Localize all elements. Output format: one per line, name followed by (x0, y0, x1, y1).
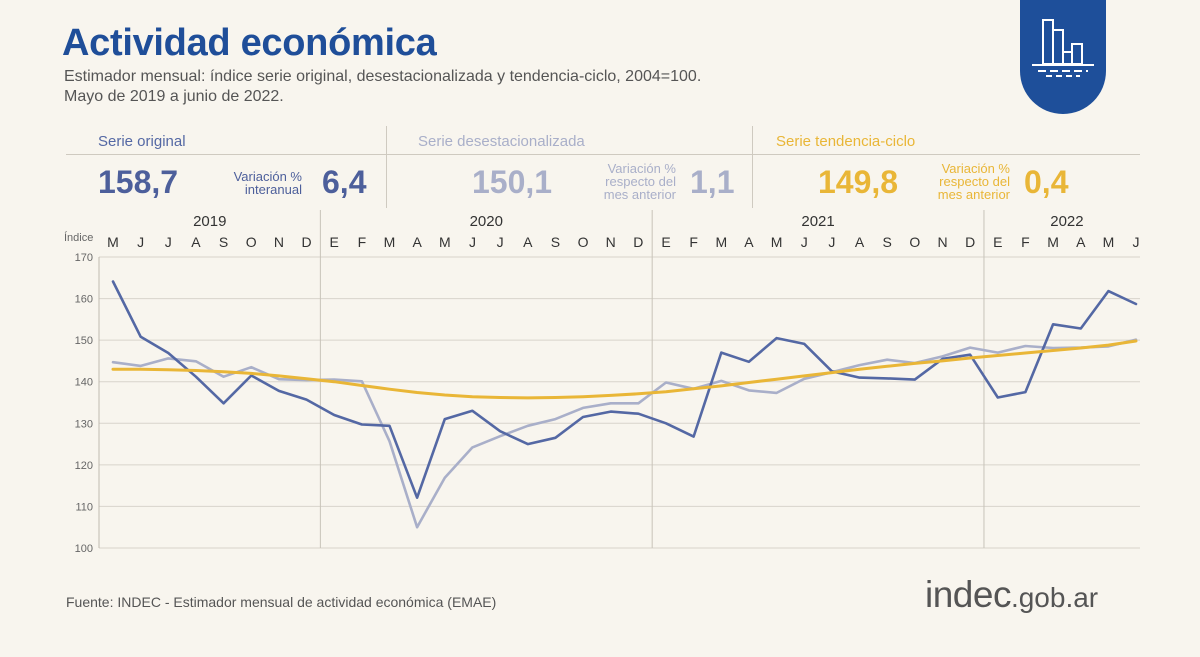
year-label: 2019 (193, 213, 226, 230)
bar-chart-icon (1032, 19, 1094, 77)
x-tick-label: M (771, 234, 783, 250)
x-tick-label: E (993, 234, 1002, 250)
tendencia-var-label: Variación % respecto del mes anterior (937, 161, 1010, 202)
x-tick-label: E (330, 234, 339, 250)
series-line-tendencia (111, 339, 1138, 400)
desest-var-label: Variación % respecto del mes anterior (603, 161, 676, 202)
original-var-label: Variación % interanual (233, 169, 302, 197)
x-tick-label: J (469, 234, 476, 250)
x-tick-label: M (715, 234, 727, 250)
y-tick-label: 100 (75, 543, 93, 555)
x-tick-label: J (801, 234, 808, 250)
x-tick-label: N (937, 234, 947, 250)
summary-divider (66, 154, 1140, 155)
year-label: 2020 (470, 213, 503, 230)
x-tick-label: M (107, 234, 119, 250)
source-note: Fuente: INDEC - Estimador mensual de act… (66, 594, 497, 610)
tendencia-value: 149,8 (818, 164, 899, 200)
x-tick-label: M (384, 234, 396, 250)
y-tick-label: 120 (75, 460, 93, 472)
y-axis-label: Índice (64, 231, 93, 244)
x-tick-label: O (578, 234, 589, 250)
summary-separator (386, 126, 387, 208)
x-tick-label: O (246, 234, 257, 250)
original-value: 158,7 (98, 164, 179, 200)
x-tick-label: J (1133, 234, 1140, 250)
x-tick-label: A (191, 234, 201, 250)
subtitle-period: Mayo de 2019 a junio de 2022. (64, 88, 284, 105)
y-tick-label: 130 (75, 418, 93, 430)
x-tick-label: A (744, 234, 754, 250)
x-tick-label: M (439, 234, 451, 250)
desest-title: Serie desestacionalizada (418, 133, 585, 150)
x-tick-label: N (606, 234, 616, 250)
y-tick-label: 150 (75, 335, 93, 347)
x-tick-label: A (1076, 234, 1086, 250)
x-tick-label: D (301, 234, 311, 250)
indec-logo: indec.gob.ar (925, 574, 1099, 615)
x-tick-label: J (137, 234, 144, 250)
original-title: Serie original (98, 133, 186, 150)
x-tick-label: J (828, 234, 835, 250)
year-label: 2021 (801, 213, 834, 230)
tendencia-title: Serie tendencia-ciclo (776, 133, 916, 150)
original-var-value: 6,4 (322, 164, 367, 200)
desest-value: 150,1 (472, 164, 553, 200)
x-tick-label: A (523, 234, 533, 250)
x-tick-label: D (965, 234, 975, 250)
x-tick-label: S (883, 234, 892, 250)
tendencia-var-value: 0,4 (1024, 164, 1069, 200)
y-tick-label: 170 (75, 252, 93, 264)
x-tick-label: S (551, 234, 560, 250)
x-tick-label: J (165, 234, 172, 250)
y-tick-label: 140 (75, 377, 93, 389)
x-tick-label: M (1103, 234, 1115, 250)
y-tick-label: 110 (75, 501, 93, 513)
x-tick-label: M (1047, 234, 1059, 250)
year-label: 2022 (1050, 213, 1083, 230)
x-tick-label: J (497, 234, 504, 250)
desest-var-value: 1,1 (690, 164, 735, 200)
badge (1020, 0, 1106, 114)
summary-panel: Serie original 158,7 Variación % interan… (66, 126, 1140, 208)
page-title: Actividad económica (62, 22, 437, 64)
series-line-desest (111, 338, 1138, 529)
x-tick-label: A (412, 234, 422, 250)
x-tick-label: E (661, 234, 670, 250)
summary-separator (752, 126, 753, 208)
x-tick-label: F (1021, 234, 1030, 250)
x-tick-label: O (909, 234, 920, 250)
x-tick-label: N (274, 234, 284, 250)
y-tick-label: 160 (75, 294, 93, 306)
series-line-original (111, 280, 1138, 500)
x-tick-label: S (219, 234, 228, 250)
x-tick-label: D (633, 234, 643, 250)
x-tick-label: F (689, 234, 698, 250)
x-tick-label: A (855, 234, 865, 250)
x-tick-label: F (358, 234, 367, 250)
subtitle: Estimador mensual: índice serie original… (64, 68, 702, 85)
